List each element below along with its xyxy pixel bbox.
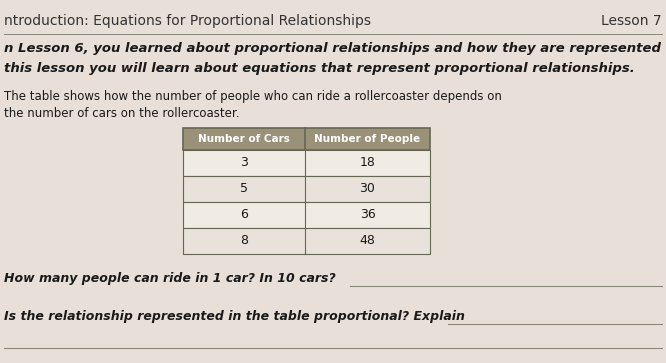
Text: 5: 5 bbox=[240, 183, 248, 196]
Text: 3: 3 bbox=[240, 156, 248, 170]
Text: the number of cars on the rollercoaster.: the number of cars on the rollercoaster. bbox=[4, 107, 240, 120]
Text: 6: 6 bbox=[240, 208, 248, 221]
FancyBboxPatch shape bbox=[183, 150, 430, 176]
Text: How many people can ride in 1 car? In 10 cars?: How many people can ride in 1 car? In 10… bbox=[4, 272, 336, 285]
Text: 30: 30 bbox=[360, 183, 376, 196]
FancyBboxPatch shape bbox=[183, 202, 430, 228]
FancyBboxPatch shape bbox=[183, 176, 430, 202]
Text: this lesson you will learn about equations that represent proportional relations: this lesson you will learn about equatio… bbox=[4, 62, 635, 75]
Text: Is the relationship represented in the table proportional? Explain: Is the relationship represented in the t… bbox=[4, 310, 465, 323]
Text: Number of People: Number of People bbox=[314, 134, 420, 144]
Text: ntroduction: Equations for Proportional Relationships: ntroduction: Equations for Proportional … bbox=[4, 14, 371, 28]
Text: Lesson 7: Lesson 7 bbox=[601, 14, 662, 28]
Text: 48: 48 bbox=[360, 234, 376, 248]
Text: 18: 18 bbox=[360, 156, 376, 170]
Text: 36: 36 bbox=[360, 208, 376, 221]
FancyBboxPatch shape bbox=[183, 228, 430, 254]
FancyBboxPatch shape bbox=[183, 128, 430, 150]
Text: The table shows how the number of people who can ride a rollercoaster depends on: The table shows how the number of people… bbox=[4, 90, 502, 103]
Text: n Lesson 6, you learned about proportional relationships and how they are repres: n Lesson 6, you learned about proportion… bbox=[4, 42, 666, 55]
Text: Number of Cars: Number of Cars bbox=[198, 134, 290, 144]
Text: 8: 8 bbox=[240, 234, 248, 248]
